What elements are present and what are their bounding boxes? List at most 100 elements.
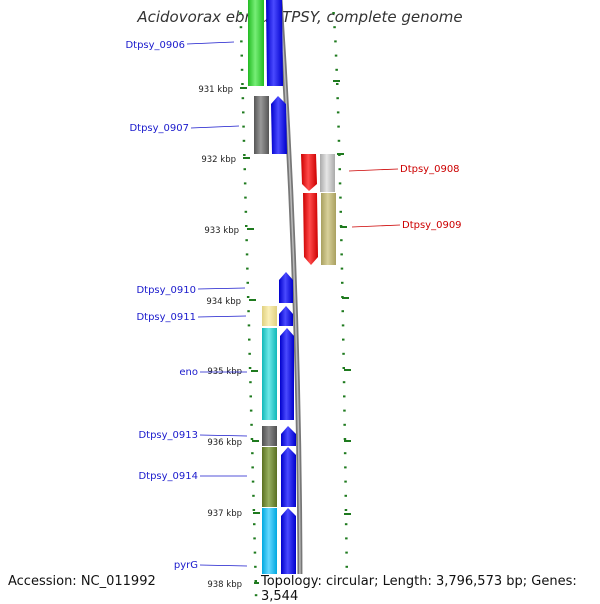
minor-tick-right: [343, 452, 347, 455]
gene-bar-dtpsy-0909[interactable]: [321, 193, 336, 265]
cds-arrow-dtpsy-0907[interactable]: [271, 96, 287, 154]
left-gene-labels: Dtpsy_0906 Dtpsy_0907 Dtpsy_0910 Dtpsy_0…: [125, 40, 248, 571]
minor-tick-left: [240, 40, 243, 43]
cds-arrow-dtpsy-0909[interactable]: [303, 193, 318, 265]
minor-tick-right: [335, 68, 338, 71]
minor-tick-left: [249, 395, 252, 398]
minor-tick-left: [244, 210, 248, 213]
gene-label-dtpsy-0914[interactable]: Dtpsy_0914: [138, 471, 198, 482]
gene-bar-dtpsy-0908[interactable]: [320, 154, 335, 192]
tick-label-936: 936 kbp: [207, 438, 242, 448]
minor-tick-left: [242, 139, 246, 142]
minor-tick-left: [245, 239, 248, 242]
leader-line-dtpsy-0909: [351, 224, 401, 228]
leader-line-pyrg: [199, 564, 248, 567]
minor-tick-right: [334, 40, 337, 43]
minor-tick-left: [246, 281, 249, 284]
right-track-dots: [332, 12, 349, 597]
minor-tick-right: [333, 26, 336, 29]
major-ticks: [240, 80, 351, 584]
minor-tick-left: [242, 111, 245, 114]
minor-tick-left: [254, 594, 258, 597]
minor-tick-left: [248, 352, 251, 355]
minor-tick-left: [241, 83, 244, 85]
gene-bar-dtpsy-0914[interactable]: [262, 447, 277, 507]
minor-tick-left: [245, 253, 249, 256]
minor-tick-left: [253, 551, 257, 554]
minor-tick-left: [251, 480, 255, 483]
minor-tick-right: [336, 97, 339, 100]
minor-tick-left: [252, 494, 255, 497]
minor-tick-right: [342, 338, 345, 341]
minor-tick-left: [254, 565, 257, 568]
tick-label-934: 934 kbp: [206, 297, 241, 307]
minor-tick-right: [344, 466, 347, 469]
leader-line-dtpsy-0906: [186, 41, 235, 45]
minor-tick-right: [340, 239, 343, 242]
gene-label-dtpsy-0907[interactable]: Dtpsy_0907: [129, 123, 189, 134]
minor-tick-right: [345, 565, 348, 568]
minor-tick-right: [345, 551, 348, 554]
gene-label-pyrg[interactable]: pyrG: [174, 560, 198, 571]
minor-tick-right: [332, 12, 335, 14]
leader-line-dtpsy-0913: [199, 434, 248, 437]
minor-tick-left: [249, 381, 252, 384]
gene-bar-dtpsy-0913[interactable]: [262, 426, 277, 446]
gene-bar-dtpsy-0907[interactable]: [254, 96, 269, 154]
gene-label-dtpsy-0906[interactable]: Dtpsy_0906: [125, 40, 185, 51]
minor-tick-right: [343, 423, 346, 426]
gene-bar-dtpsy-0906[interactable]: [248, 0, 264, 86]
minor-tick-right: [339, 196, 342, 199]
minor-tick-right: [336, 83, 339, 85]
minor-tick-left: [252, 509, 256, 511]
minor-tick-right: [344, 509, 348, 511]
cds-arrow-dtpsy-0913[interactable]: [281, 426, 296, 446]
minor-tick-right: [345, 537, 348, 540]
leader-line-dtpsy-0908: [348, 168, 399, 172]
cds-arrow-eno[interactable]: [280, 328, 294, 420]
gene-label-dtpsy-0908[interactable]: Dtpsy_0908: [400, 164, 460, 175]
minor-tick-right: [339, 210, 342, 213]
minor-tick-left: [253, 537, 256, 540]
minor-tick-right: [342, 367, 345, 369]
gene-bar-dtpsy-0911[interactable]: [262, 306, 277, 326]
minor-tick-right: [344, 494, 347, 497]
cds-arrow-dtpsy-0910[interactable]: [279, 272, 293, 303]
minor-tick-left: [239, 26, 243, 29]
minor-tick-left: [242, 125, 245, 128]
gene-label-dtpsy-0909[interactable]: Dtpsy_0909: [402, 220, 462, 231]
minor-tick-left: [249, 409, 253, 412]
minor-tick-right: [340, 253, 343, 256]
tick-label-932: 932 kbp: [201, 155, 236, 165]
cds-arrow-dtpsy-0914[interactable]: [281, 447, 296, 507]
leader-line-dtpsy-0911: [197, 315, 247, 318]
gene-bar-eno[interactable]: [262, 328, 277, 420]
tick-label-937: 937 kbp: [207, 509, 242, 519]
tick-dots: [239, 12, 258, 597]
tick-label-938: 938 kbp: [207, 580, 242, 590]
minor-tick-left: [243, 154, 246, 156]
tick-label-931: 931 kbp: [198, 85, 233, 95]
minor-tick-left: [251, 452, 254, 455]
minor-tick-left: [250, 423, 253, 426]
minor-tick-left: [247, 310, 250, 313]
cds-arrow-dtpsy-0908[interactable]: [301, 154, 317, 191]
minor-tick-left: [247, 324, 251, 327]
minor-tick-left: [251, 466, 254, 469]
minor-tick-right: [343, 409, 346, 412]
gene-label-dtpsy-0913[interactable]: Dtpsy_0913: [138, 430, 198, 441]
minor-tick-right: [337, 139, 341, 142]
minor-tick-right: [334, 54, 338, 57]
minor-tick-left: [248, 338, 251, 341]
gene-label-dtpsy-0910[interactable]: Dtpsy_0910: [136, 285, 196, 296]
tick-label-933: 933 kbp: [204, 226, 239, 236]
minor-tick-right: [342, 352, 345, 355]
gene-label-eno[interactable]: eno: [179, 367, 198, 378]
minor-tick-right: [342, 381, 346, 384]
minor-tick-left: [250, 438, 254, 440]
cds-arrow-dtpsy-0911[interactable]: [279, 306, 293, 326]
minor-tick-right: [343, 395, 346, 398]
cds-arrow-dtpsy-0906[interactable]: [266, 0, 283, 86]
gene-label-dtpsy-0911[interactable]: Dtpsy_0911: [136, 312, 196, 323]
